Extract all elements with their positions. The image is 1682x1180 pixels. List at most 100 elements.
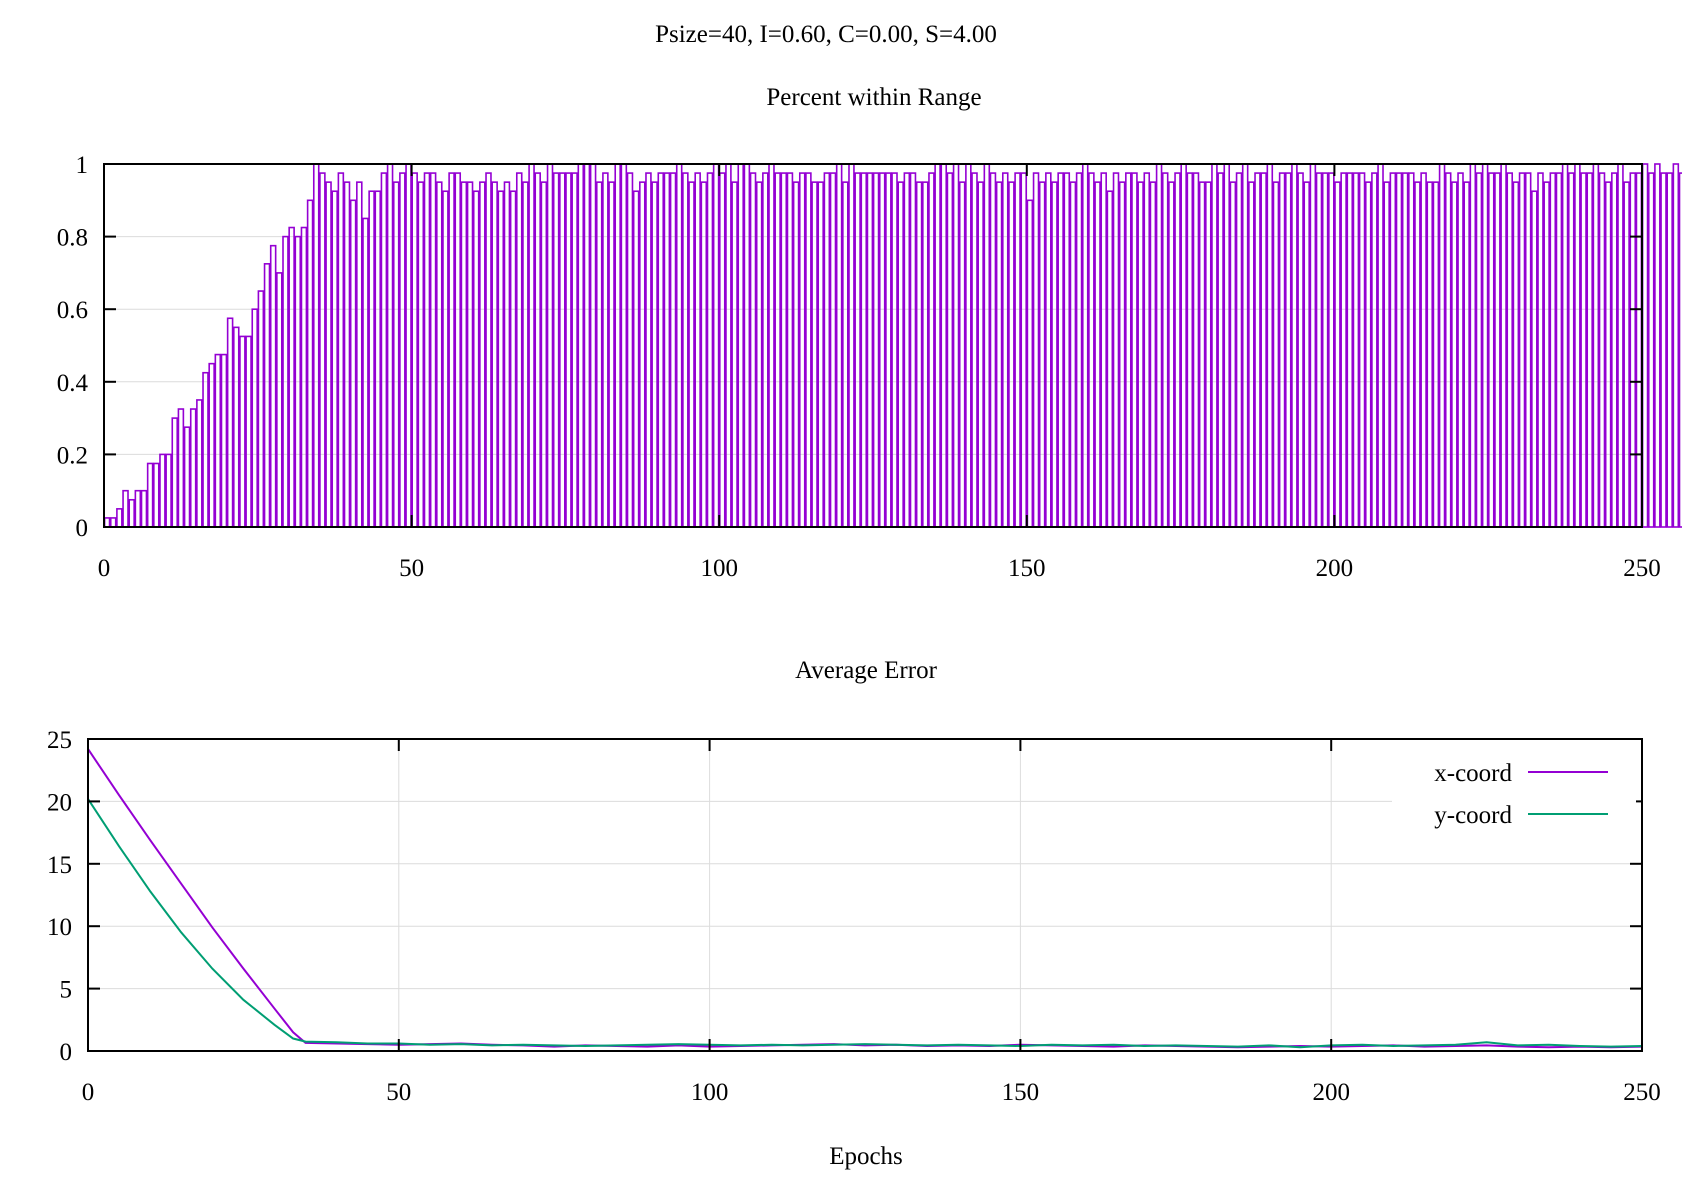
chart-percent-within-range: Percent within Range 0 50 100 150 200 250 0 0.… <box>57 84 1682 582</box>
chart1-bar <box>946 172 954 528</box>
chart1-bar <box>1561 163 1569 528</box>
chart1-bar <box>958 181 966 528</box>
chart1-bars <box>103 163 1682 528</box>
chart1-bar <box>503 181 511 528</box>
chart1-bar <box>1223 163 1231 528</box>
chart1-bar <box>491 181 498 528</box>
chart1-bar <box>1284 172 1292 528</box>
chart1-bar <box>1161 172 1169 528</box>
chart2-y-tick-label: 0 <box>60 1039 73 1066</box>
chart1-bar <box>515 172 523 528</box>
chart1-bar <box>995 181 1003 528</box>
chart1-bar <box>466 181 474 528</box>
chart1-bar <box>1641 163 1649 528</box>
chart1-bar <box>306 199 314 528</box>
chart1-bar <box>356 181 363 528</box>
chart1-bar <box>608 181 615 528</box>
chart1-bar <box>1100 172 1107 528</box>
chart1-bar <box>1629 172 1637 528</box>
chart1-bar <box>331 190 338 528</box>
chart1-bar <box>565 172 572 528</box>
chart1-bar <box>103 517 111 528</box>
chart1-bar <box>872 172 880 528</box>
chart1-bar <box>257 290 265 528</box>
chart2-frame <box>87 738 1643 1052</box>
chart1-bar <box>386 163 394 528</box>
chart1-bar <box>337 172 345 528</box>
chart1-title: Percent within Range <box>766 84 981 111</box>
chart1-y-tick-label: 0.6 <box>57 297 88 324</box>
chart2-legend-label: x-coord <box>1434 760 1512 787</box>
chart1-bar <box>1001 172 1009 528</box>
chart1-bar <box>977 181 984 528</box>
chart1-bar <box>436 181 443 528</box>
chart1-bar <box>1358 172 1366 528</box>
chart1-bar <box>1038 181 1046 528</box>
chart1-bar <box>903 172 911 528</box>
chart1-bar <box>700 181 708 528</box>
chart1-bar <box>232 326 240 528</box>
chart1-bar <box>325 181 332 528</box>
chart1-bar <box>171 417 179 528</box>
chart1-bar <box>1235 172 1243 528</box>
chart1-bar <box>940 163 948 528</box>
chart1-bar <box>1414 181 1421 528</box>
chart1-bar <box>528 163 535 528</box>
chart1-bar <box>725 163 732 528</box>
chart1-bar <box>928 172 935 528</box>
chart1-bar <box>811 181 818 528</box>
chart1-bar <box>454 172 462 528</box>
chart1-bar <box>1075 172 1083 528</box>
chart1-bar <box>645 172 652 528</box>
chart1-bar <box>571 172 578 528</box>
chart1-bar <box>774 172 781 528</box>
chart1-bar <box>1463 181 1470 528</box>
chart1-bar <box>497 190 505 528</box>
chart1-bar <box>885 172 892 528</box>
chart1-bar <box>639 181 646 528</box>
chart1-y-tick-label: 0.4 <box>57 370 89 397</box>
chart1-bar <box>1241 163 1249 528</box>
chart1-bar <box>300 226 308 528</box>
chart2-x-tick-labels: 0 50 100 150 200 250 <box>82 1079 1661 1106</box>
chart1-bar <box>128 498 135 528</box>
chart1-bar <box>423 172 431 528</box>
chart1-y-tick-label: 0 <box>76 515 89 542</box>
chart1-bar <box>220 353 228 528</box>
chart1-plot-border <box>103 163 1643 528</box>
chart1-bar <box>1408 172 1415 528</box>
chart1-bar <box>1666 172 1673 528</box>
chart1-bar <box>1426 181 1434 528</box>
chart1-bar <box>1137 181 1144 528</box>
chart1-bar <box>1383 181 1390 528</box>
chart1-bar <box>1549 172 1557 528</box>
chart1-bar <box>817 181 824 528</box>
chart1-bar <box>1174 172 1181 528</box>
chart1-bar <box>1032 172 1040 528</box>
chart1-bar <box>448 172 455 528</box>
chart1-bar <box>276 272 283 528</box>
chart1-bar <box>1475 172 1483 528</box>
chart1-bar <box>1352 172 1360 528</box>
chart1-x-tick-labels: 0 50 100 150 200 250 <box>98 555 1661 582</box>
chart1-bar <box>1494 172 1501 528</box>
chart1-bar <box>1180 163 1187 528</box>
chart1-bar <box>731 181 738 528</box>
chart1-bar <box>1260 172 1267 528</box>
chart1-bar <box>1309 163 1317 528</box>
chart1-bar <box>1217 172 1224 528</box>
chart1-bar <box>798 172 806 528</box>
chart1-bar <box>718 172 726 528</box>
chart1-bar <box>1623 181 1630 528</box>
chart2-title: Average Error <box>795 657 937 684</box>
chart1-bar <box>362 217 369 528</box>
chart1-bar <box>934 163 941 528</box>
chart1-bar <box>971 172 978 528</box>
chart2-y-tick-label: 25 <box>47 727 72 754</box>
chart1-bar <box>208 362 215 528</box>
chart1-frame <box>103 163 1643 528</box>
chart1-bar <box>743 163 751 528</box>
chart1-bar <box>380 172 388 528</box>
chart1-bar <box>694 172 701 528</box>
